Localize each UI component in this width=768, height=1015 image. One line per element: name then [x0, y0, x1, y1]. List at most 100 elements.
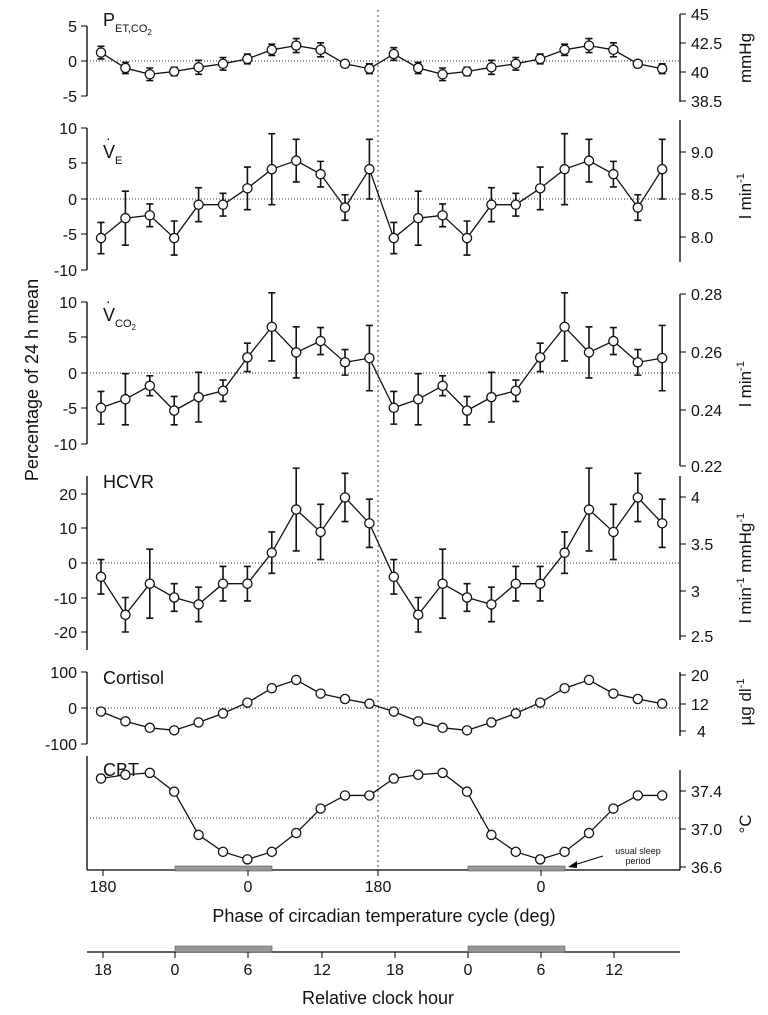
sleep-note-arrow	[573, 855, 604, 866]
data-point	[315, 335, 326, 347]
phase-tick-label: 0	[244, 879, 253, 896]
data-point	[339, 357, 351, 368]
data-point	[559, 44, 570, 56]
data-point	[632, 357, 644, 368]
clock-tick-label: 18	[386, 962, 404, 979]
data-point	[217, 385, 229, 396]
left-tick-label: 5	[68, 19, 77, 36]
data-point	[168, 592, 180, 603]
data-point	[583, 504, 595, 515]
data-point	[168, 786, 180, 797]
data-point	[315, 526, 326, 538]
data-point	[217, 199, 229, 210]
right-axis-label: l min-1 mmHg-1	[735, 513, 755, 623]
data-point	[290, 40, 302, 51]
clock-tick-label: 12	[313, 962, 331, 979]
data-point	[632, 58, 644, 70]
left-tick-label: -5	[63, 227, 77, 244]
data-point	[266, 682, 278, 694]
right-tick-label: 40	[691, 65, 709, 82]
data-point	[339, 202, 351, 213]
left-tick-label: 5	[68, 330, 77, 347]
data-point	[242, 854, 253, 865]
right-tick-label: 42.5	[691, 36, 722, 53]
panel-title: VE	[103, 142, 122, 167]
data-point	[193, 62, 204, 73]
clock-axis: 18 0 6 12 18 0 6 12 Relative clock hour	[87, 945, 680, 1008]
data-point	[95, 773, 107, 784]
right-tick-label: 37.0	[691, 822, 722, 839]
left-tick-label: -100	[45, 737, 77, 754]
data-point	[144, 578, 156, 589]
series-line	[100, 772, 663, 861]
series-petco2	[95, 37, 668, 82]
data-point	[412, 62, 424, 74]
right-tick-label: 37.4	[691, 784, 722, 801]
right-tick-label: 12	[691, 697, 709, 714]
data-point	[315, 803, 326, 814]
left-tick-label: 0	[68, 192, 77, 209]
right-axis-label: µg dl-1	[735, 679, 755, 726]
left-tick-label: 20	[59, 487, 77, 504]
phase-tick-label: 0	[537, 879, 546, 896]
data-point	[315, 168, 326, 180]
data-point	[217, 708, 229, 719]
data-point	[120, 394, 131, 405]
right-tick-label: 0.24	[691, 403, 722, 420]
data-point	[193, 599, 204, 610]
data-point	[437, 69, 448, 80]
right-axis-label: mmHg	[736, 33, 755, 83]
dot-accent: ·	[106, 293, 111, 309]
right-tick-label: 8.0	[691, 230, 713, 247]
data-point	[559, 547, 570, 558]
data-point	[290, 504, 302, 515]
data-point	[656, 163, 668, 175]
data-point	[632, 202, 644, 213]
right-tick-label: 45	[691, 7, 709, 24]
data-point	[510, 846, 522, 858]
sleep-period-bar	[174, 865, 273, 872]
data-point	[656, 698, 668, 709]
data-point	[559, 846, 570, 858]
left-tick-label: 0	[68, 556, 77, 573]
data-point	[388, 402, 400, 414]
data-point	[290, 347, 302, 358]
data-point	[412, 394, 424, 405]
data-point	[315, 688, 326, 699]
data-point	[217, 578, 229, 589]
left-tick-label: -10	[54, 591, 77, 608]
data-point	[608, 44, 619, 56]
data-point	[656, 790, 668, 801]
right-tick-label: 36.6	[691, 860, 722, 877]
right-tick-label: 0.22	[691, 459, 722, 476]
data-point	[583, 674, 595, 686]
left-tick-label: 0	[68, 54, 77, 71]
data-point	[608, 803, 619, 814]
data-point	[364, 163, 375, 175]
clock-tick-label: 18	[94, 962, 112, 979]
data-point	[534, 578, 546, 589]
panel-ve: 10 5 0 -5 -10 9.0 8.5 8.0 l min-1 VE ·	[54, 120, 755, 280]
data-point	[559, 163, 570, 175]
data-point	[144, 210, 156, 221]
data-point	[388, 773, 400, 784]
series-line	[100, 679, 663, 731]
sleep-period-bar	[467, 865, 566, 872]
right-tick-label: 3.5	[691, 537, 713, 554]
data-point	[144, 722, 156, 734]
data-point	[486, 717, 497, 728]
series-ve	[95, 132, 668, 256]
data-point	[144, 767, 156, 779]
series-cortisol	[95, 674, 668, 736]
series-hcvr	[95, 467, 668, 633]
data-point	[120, 212, 131, 224]
panel-petco2: 5 0 -5 45 42.5 40 38.5 mmHg PET,CO2	[63, 7, 755, 111]
data-point	[242, 578, 253, 589]
right-tick-label: 8.5	[691, 187, 713, 204]
data-point	[486, 62, 497, 73]
data-point	[193, 199, 204, 210]
left-tick-label: 10	[59, 521, 77, 538]
data-point	[461, 66, 473, 77]
clock-axis-label: Relative clock hour	[302, 988, 454, 1008]
right-tick-label: 2.5	[691, 629, 713, 646]
